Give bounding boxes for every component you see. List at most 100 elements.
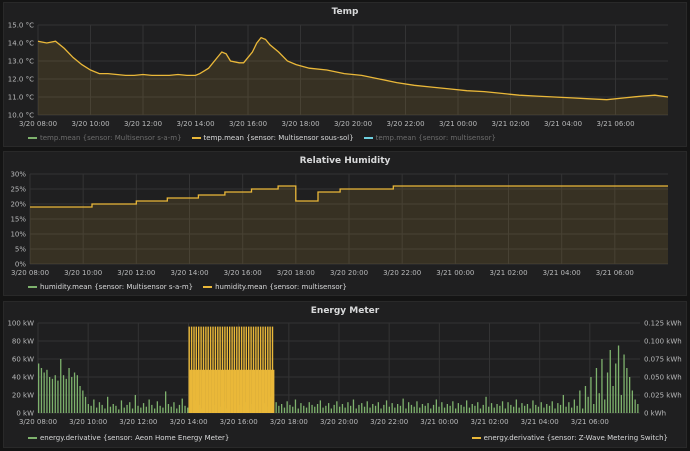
energy-bar-green (129, 402, 131, 413)
y-tick-label: 0 kW (16, 410, 34, 418)
energy-bar-green (507, 402, 509, 413)
energy-bar-green (598, 393, 600, 413)
energy-bar-green (515, 399, 517, 413)
energy-legend-left: energy.derivative {sensor: Aeon Home Ene… (28, 434, 239, 442)
legend-swatch (191, 137, 201, 139)
y-tick-label: 14.0 °C (8, 40, 34, 48)
energy-bar-green (510, 404, 512, 413)
energy-bar-green (134, 395, 136, 413)
energy-bar-green (49, 377, 51, 413)
energy-bar-green (162, 407, 164, 413)
temp-chart: 15.0 °C 14.0 °C 13.0 °C 12.0 °C 11.0 °C 10.0 … (8, 22, 669, 128)
energy-bar-green (615, 363, 617, 413)
energy-bar-green (385, 400, 388, 413)
x-tick-label: 3/20 22:00 (370, 418, 408, 426)
y-tick-label-right: 0 kWh (644, 410, 666, 418)
x-tick-label: 3/20 10:00 (64, 269, 102, 277)
energy-bar-yellow (270, 369, 272, 413)
energy-bar-green (518, 407, 520, 413)
energy-bar-yellow (190, 326, 193, 413)
energy-bar-green (446, 404, 448, 413)
energy-bar-green (151, 404, 153, 413)
legend-swatch (363, 137, 373, 139)
energy-bar-green (595, 368, 598, 413)
energy-bar-green (485, 396, 487, 413)
y-tick-label-right: 0.075 kWh (644, 356, 682, 364)
energy-bar-green (54, 375, 56, 413)
energy-bar-green (156, 401, 158, 413)
energy-bar-green (137, 405, 139, 413)
humidity-area-fill (30, 186, 668, 264)
y-tick-label: 15% (10, 216, 26, 224)
energy-bar-yellow (244, 369, 246, 413)
energy-bar-yellow (205, 326, 207, 413)
energy-bar-yellow (251, 369, 253, 413)
y-tick-label: 25% (10, 186, 26, 194)
x-tick-label: 3/20 14:00 (170, 269, 208, 277)
legend-swatch (28, 437, 37, 439)
y-tick-label: 20 kW (12, 392, 34, 400)
energy-bar-green (104, 408, 106, 413)
legend-item[interactable]: temp.mean {sensor: Multisensor sous-sol} (191, 134, 354, 142)
temp-legend: temp.mean {sensor: Multisensor s-a-m} tem… (28, 134, 506, 142)
energy-bar-yellow (259, 326, 262, 413)
energy-bar-green (424, 405, 426, 413)
energy-bar-yellow (193, 326, 195, 413)
energy-bar-green (145, 406, 147, 413)
energy-bar-green (294, 399, 297, 413)
energy-bar-green (292, 406, 294, 413)
y-tick-label: 60 kW (12, 356, 34, 364)
legend-swatch (471, 437, 481, 439)
energy-bar-yellow (252, 326, 255, 413)
energy-bar-green (604, 399, 606, 413)
x-tick-label: 3/20 12:00 (117, 269, 155, 277)
legend-item[interactable]: temp.mean {sensor: Multisensor s-a-m} (28, 134, 182, 142)
y-tick-label: 10.0 °C (8, 112, 34, 120)
energy-bar-green (107, 396, 109, 413)
energy-bar-green (300, 403, 302, 413)
y-tick-label: 5% (15, 246, 26, 254)
energy-bar-green (620, 395, 622, 413)
energy-bar-green (281, 404, 283, 413)
energy-bar-green (363, 406, 366, 413)
legend-item[interactable]: energy.derivative {sensor: Z-Wave Meteri… (471, 434, 668, 442)
energy-panel: Energy Meter 100 kW 0.125 kWh 80 kW 0.100 k… (3, 301, 687, 448)
energy-bar-green (601, 359, 603, 413)
energy-bar-green (416, 401, 418, 413)
energy-bar-green (402, 398, 404, 413)
y-tick-label: 15.0 °C (8, 22, 34, 30)
energy-bar-yellow (207, 326, 209, 413)
energy-bar-yellow (231, 326, 233, 413)
energy-bar-yellow (249, 369, 251, 413)
legend-item[interactable]: temp.mean {sensor: multisensor} (363, 134, 496, 142)
energy-bar-yellow (245, 326, 247, 413)
energy-bar-yellow (224, 326, 226, 413)
temp-panel-title: Temp (331, 7, 359, 17)
energy-bar-yellow (219, 326, 221, 413)
energy-bar-green (93, 399, 95, 413)
energy-bar-green (573, 399, 575, 413)
energy-bar-yellow (262, 326, 264, 413)
energy-bar-green (62, 375, 65, 413)
energy-bar-green (43, 372, 45, 413)
y-tick-label-right: 0.050 kWh (644, 374, 682, 382)
legend-item[interactable]: energy.derivative {sensor: Aeon Home Ene… (28, 434, 229, 442)
legend-item[interactable]: humidity.mean {sensor: Multisensor s-a-m… (28, 283, 193, 291)
energy-bar-yellow (232, 369, 234, 413)
energy-bar-green (352, 399, 355, 413)
x-tick-label: 3/21 02:00 (489, 269, 527, 277)
energy-bar-yellow (196, 369, 199, 413)
energy-bar-green (187, 407, 189, 413)
energy-bar-green (421, 404, 424, 413)
x-tick-label: 3/20 08:00 (11, 269, 49, 277)
energy-bar-green (358, 404, 360, 413)
energy-bar-green (629, 377, 631, 413)
energy-bar-green (460, 404, 462, 413)
legend-item[interactable]: humidity.mean {sensor: multisensor} (203, 283, 347, 291)
energy-bar-yellow (267, 326, 269, 413)
energy-bar-green (65, 378, 67, 413)
energy-bar-green (455, 408, 457, 413)
x-tick-label: 3/20 16:00 (220, 418, 258, 426)
energy-bar-green (410, 404, 413, 413)
energy-bar-green (565, 406, 567, 413)
